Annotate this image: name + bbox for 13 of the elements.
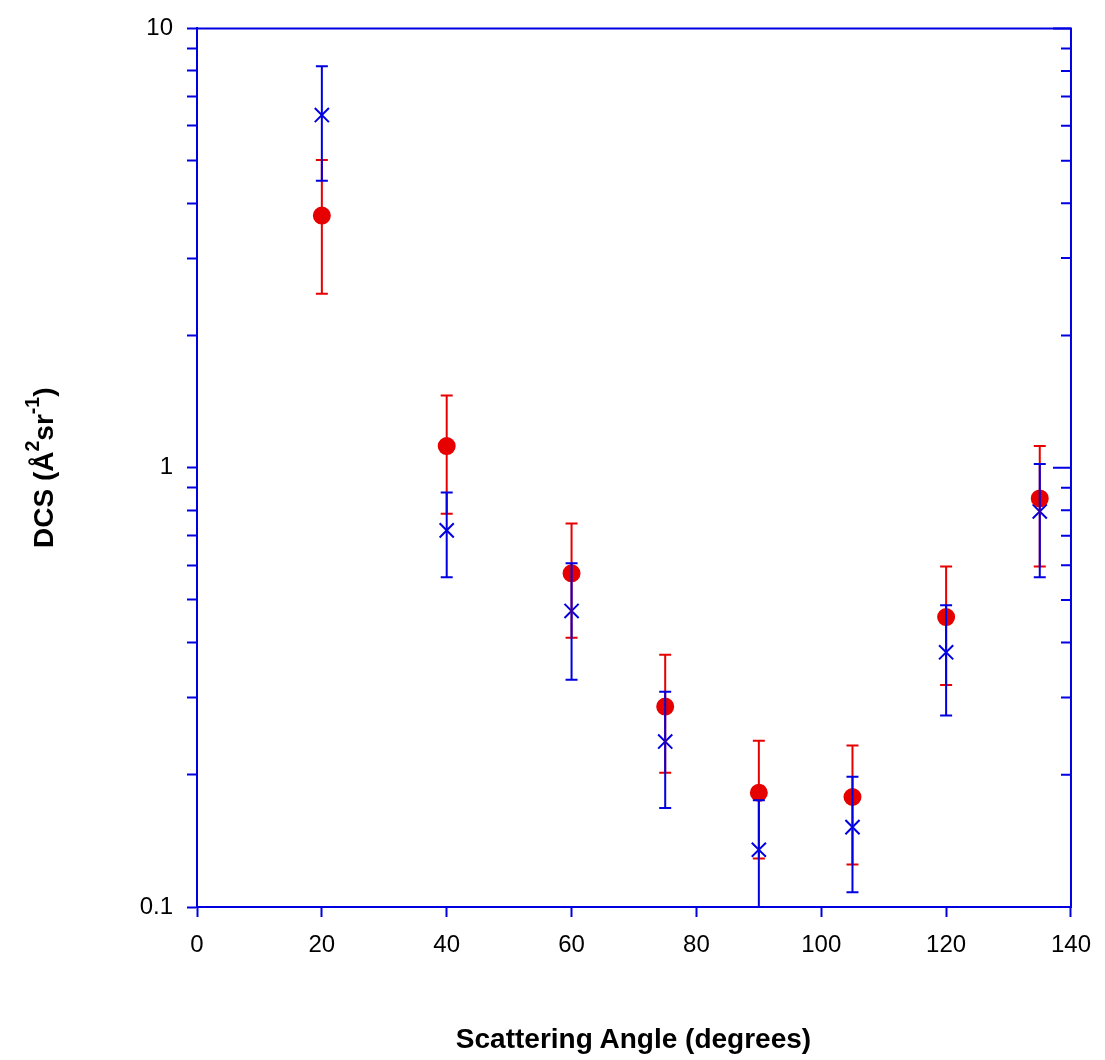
x-tick-label: 80 bbox=[683, 930, 710, 958]
x-tick-label: 60 bbox=[558, 930, 585, 958]
x-tick-label: 20 bbox=[308, 930, 336, 958]
x-tick-label: 100 bbox=[801, 930, 842, 958]
y-tick-label: 10 bbox=[146, 13, 173, 41]
x-tick-label: 140 bbox=[1050, 930, 1091, 958]
x-axis-title: Scattering Angle (degrees) bbox=[455, 1022, 812, 1054]
x-tick-label: 120 bbox=[926, 930, 967, 958]
y-tick-label: 0.1 bbox=[139, 891, 173, 919]
y-axis-title: DCS (Å2sr-1) bbox=[21, 387, 59, 548]
x-tick-label: 40 bbox=[433, 930, 461, 958]
x-tick-label: 0 bbox=[190, 930, 204, 958]
y-tick-label: 1 bbox=[159, 452, 173, 480]
